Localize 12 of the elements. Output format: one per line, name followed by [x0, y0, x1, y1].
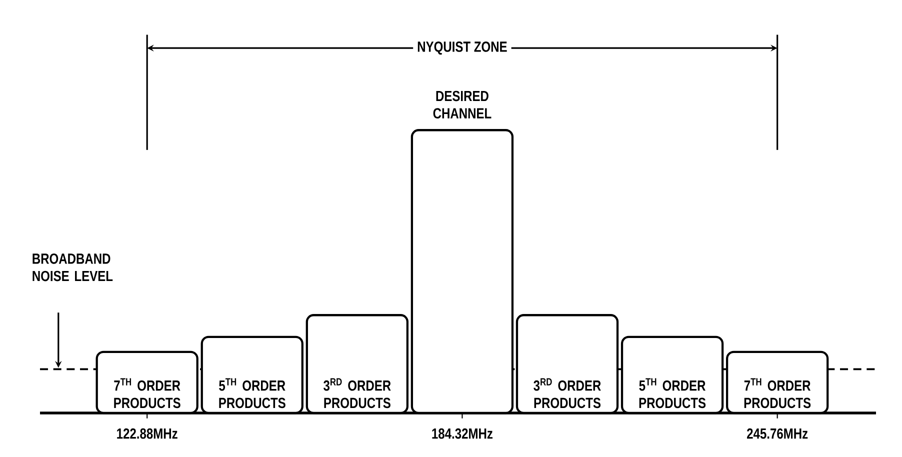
annotation: 3$^{RD}$ ORDER PRODUCTS: [534, 378, 601, 408]
x-tick-label: 245.76MHz: [747, 428, 808, 439]
text: DESIRED CHANNEL: [433, 90, 492, 119]
annotation: 7$^{TH}$ ORDER PRODUCTS: [114, 378, 180, 408]
annotation: 7$^{TH}$ ORDER PRODUCTS: [744, 378, 811, 408]
text: NYQUIST ZONE: [418, 42, 507, 55]
x-tick-label: 122.88MHz: [117, 428, 178, 439]
annotation: 5$^{TH}$ ORDER PRODUCTS: [639, 378, 706, 408]
x-tick-label: 184.32MHz: [432, 428, 493, 439]
annotation: 5$^{TH}$ ORDER PRODUCTS: [219, 378, 286, 408]
annotation: 3$^{RD}$ ORDER PRODUCTS: [324, 378, 391, 408]
ref-line-label: BROADBAND NOISE LEVEL: [32, 253, 113, 282]
